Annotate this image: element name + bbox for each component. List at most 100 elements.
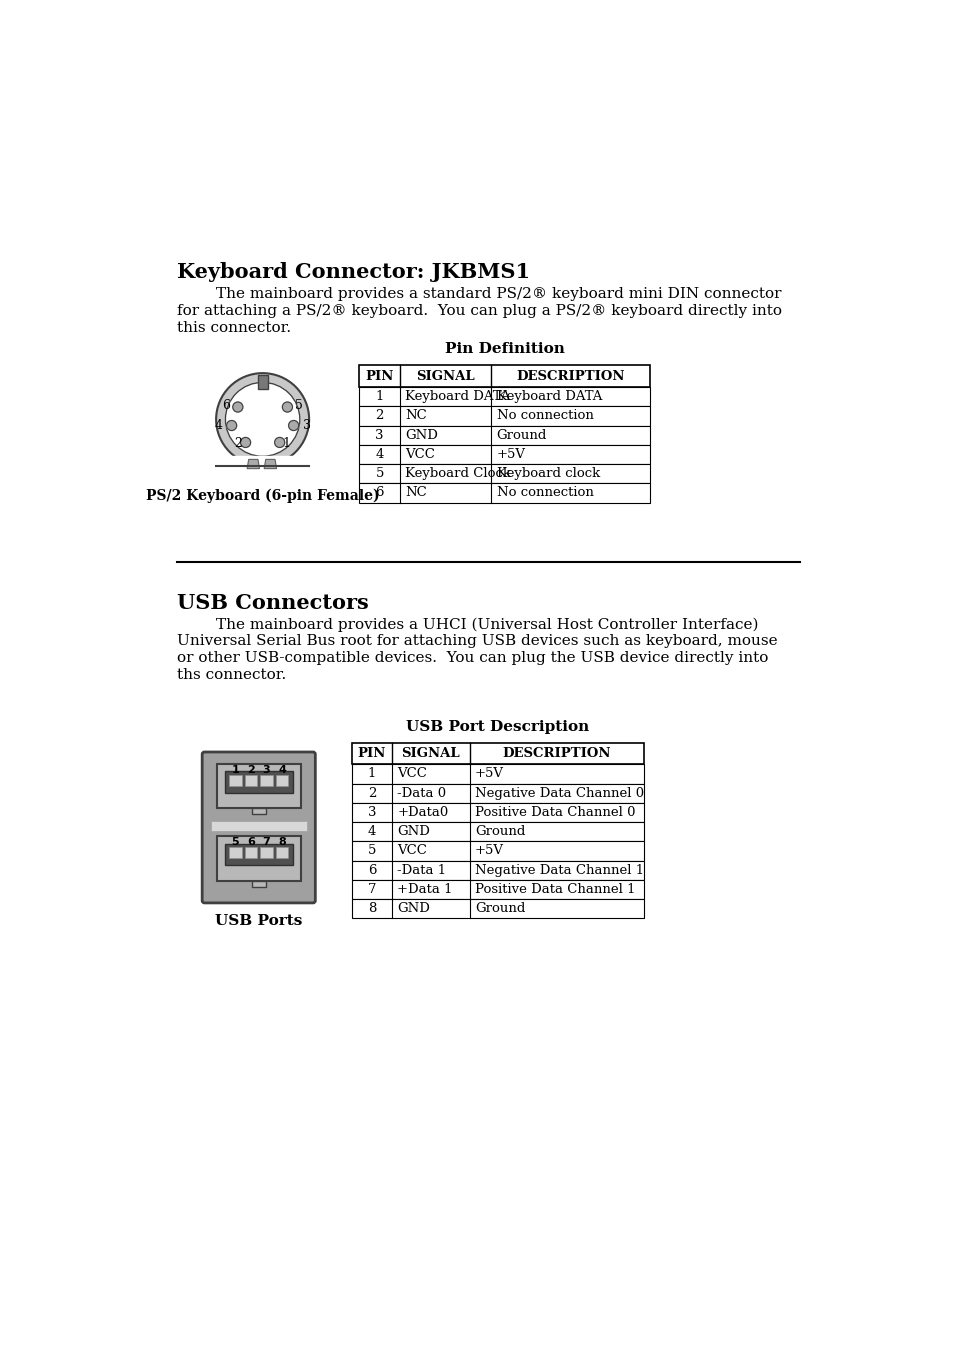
Bar (359, 464, 649, 483)
Text: 2: 2 (367, 787, 375, 800)
Text: 2: 2 (375, 409, 383, 422)
Text: 6: 6 (247, 838, 254, 847)
Bar (214, 456, 314, 472)
Text: 6: 6 (367, 863, 375, 877)
Bar (359, 425, 649, 445)
Text: ths connector.: ths connector. (177, 668, 286, 682)
Text: No connection: No connection (497, 409, 593, 422)
Text: 1: 1 (232, 765, 239, 775)
Text: Keyboard Connector: JKBMS1: Keyboard Connector: JKBMS1 (177, 261, 530, 281)
Bar (275, 775, 288, 785)
Text: GND: GND (397, 826, 430, 838)
FancyBboxPatch shape (202, 752, 315, 902)
Bar (352, 822, 643, 842)
Circle shape (225, 382, 299, 456)
Text: SIGNAL: SIGNAL (401, 746, 459, 760)
Bar (352, 861, 643, 880)
Text: 1: 1 (375, 390, 383, 403)
Polygon shape (247, 460, 259, 468)
Text: 6: 6 (222, 399, 230, 412)
Text: 5: 5 (375, 467, 383, 480)
Text: +Data 1: +Data 1 (397, 882, 453, 896)
Text: VCC: VCC (397, 768, 427, 780)
Text: Negative Data Channel 0: Negative Data Channel 0 (475, 787, 643, 800)
Text: The mainboard provides a UHCI (Universal Host Controller Interface): The mainboard provides a UHCI (Universal… (177, 617, 758, 632)
Bar (352, 742, 643, 764)
Text: 1: 1 (367, 768, 375, 780)
Text: Ground: Ground (475, 826, 525, 838)
Text: 4: 4 (214, 420, 222, 432)
Text: -Data 0: -Data 0 (397, 787, 446, 800)
Text: Ground: Ground (475, 902, 525, 915)
Bar (224, 843, 293, 865)
Text: 5: 5 (294, 399, 303, 412)
Text: USB Connectors: USB Connectors (177, 593, 369, 612)
Text: PS/2 Keyboard (6-pin Female): PS/2 Keyboard (6-pin Female) (146, 488, 379, 503)
Text: 3: 3 (303, 420, 311, 432)
Circle shape (289, 421, 298, 430)
Circle shape (227, 421, 236, 430)
Text: SIGNAL: SIGNAL (416, 370, 475, 383)
Text: Keyboard Clock: Keyboard Clock (405, 467, 511, 480)
Text: Keyboard clock: Keyboard clock (497, 467, 599, 480)
Text: 3: 3 (375, 429, 383, 441)
Text: PIN: PIN (357, 746, 386, 760)
Text: Universal Serial Bus root for attaching USB devices such as keyboard, mouse: Universal Serial Bus root for attaching … (177, 635, 778, 648)
Circle shape (240, 437, 251, 448)
Bar (352, 842, 643, 861)
Bar (352, 784, 643, 803)
Text: 2: 2 (234, 437, 242, 451)
Bar (260, 847, 273, 858)
Text: +5V: +5V (475, 845, 503, 857)
Circle shape (282, 402, 293, 412)
Bar (260, 775, 273, 785)
Bar (211, 820, 307, 831)
Bar (352, 803, 643, 822)
Text: +Data0: +Data0 (397, 806, 448, 819)
Text: The mainboard provides a standard PS/2® keyboard mini DIN connector: The mainboard provides a standard PS/2® … (177, 286, 781, 301)
Text: 4: 4 (367, 826, 375, 838)
Bar (216, 837, 300, 881)
Bar (224, 771, 293, 792)
Text: 3: 3 (262, 765, 270, 775)
Bar (257, 375, 268, 389)
Text: 2: 2 (247, 765, 254, 775)
Text: +5V: +5V (475, 768, 503, 780)
Text: +5V: +5V (497, 448, 525, 461)
Bar (359, 387, 649, 406)
Text: 4: 4 (375, 448, 383, 461)
Bar (229, 775, 241, 785)
Text: GND: GND (405, 429, 437, 441)
Text: for attaching a PS/2® keyboard.  You can plug a PS/2® keyboard directly into: for attaching a PS/2® keyboard. You can … (177, 304, 781, 317)
Circle shape (233, 402, 243, 412)
Bar (352, 898, 643, 919)
Text: Negative Data Channel 1: Negative Data Channel 1 (475, 863, 643, 877)
Text: Positive Data Channel 1: Positive Data Channel 1 (475, 882, 635, 896)
Text: 7: 7 (262, 838, 270, 847)
Text: 8: 8 (367, 902, 375, 915)
Text: NC: NC (405, 409, 427, 422)
Text: DESCRIPTION: DESCRIPTION (516, 370, 624, 383)
Circle shape (216, 373, 309, 465)
Text: 1: 1 (282, 437, 291, 451)
Text: USB Ports: USB Ports (214, 915, 302, 928)
Text: VCC: VCC (397, 845, 427, 857)
Text: DESCRIPTION: DESCRIPTION (502, 746, 610, 760)
Text: 3: 3 (367, 806, 375, 819)
Text: 5: 5 (232, 838, 239, 847)
Text: 4: 4 (277, 765, 286, 775)
Bar (359, 483, 649, 503)
Bar (245, 847, 257, 858)
Text: 8: 8 (278, 838, 286, 847)
Bar (359, 366, 649, 387)
Bar (275, 847, 288, 858)
Bar (252, 808, 266, 814)
Text: Pin Definition: Pin Definition (444, 342, 564, 356)
Text: 6: 6 (375, 487, 383, 499)
Text: or other USB-compatible devices.  You can plug the USB device directly into: or other USB-compatible devices. You can… (177, 651, 768, 666)
Circle shape (274, 437, 284, 448)
Text: NC: NC (405, 487, 427, 499)
Bar (245, 775, 257, 785)
Text: VCC: VCC (405, 448, 435, 461)
Text: Ground: Ground (497, 429, 546, 441)
